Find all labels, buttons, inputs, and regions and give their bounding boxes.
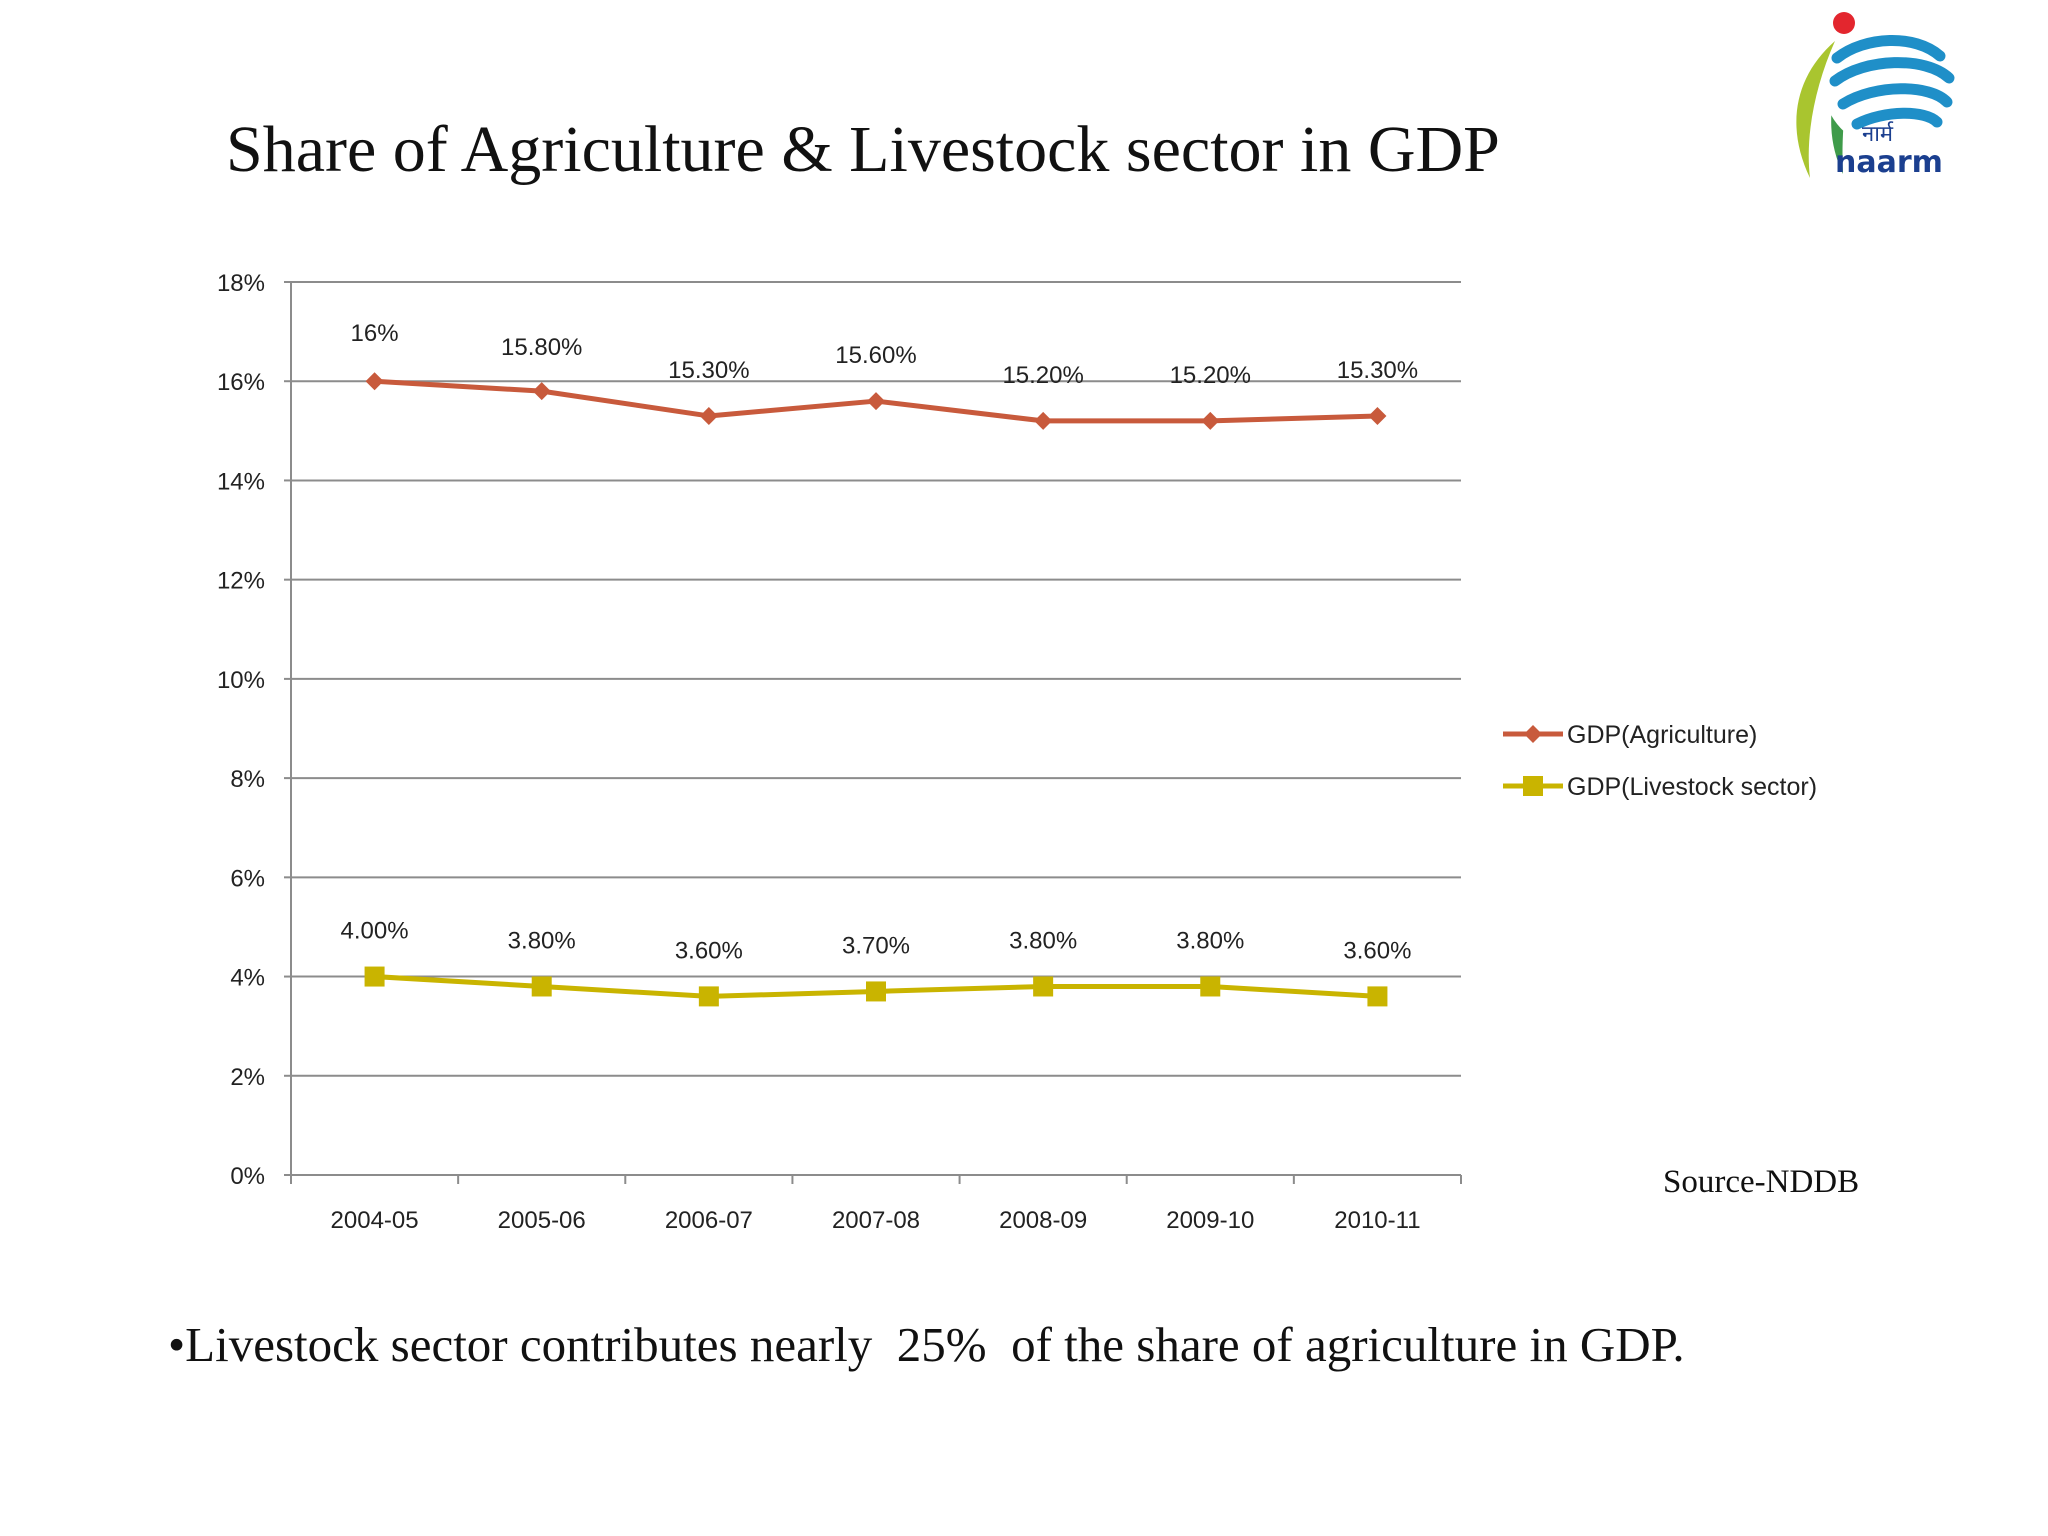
data-point-livestock	[866, 981, 886, 1002]
y-tick-label: 10%	[217, 667, 265, 694]
legend-label: GDP(Livestock sector)	[1567, 773, 1817, 801]
y-tick-label: 16%	[217, 369, 265, 396]
x-tick-label: 2007-08	[832, 1207, 920, 1234]
data-point-livestock	[1033, 976, 1054, 997]
data-label: 4.00%	[341, 918, 409, 945]
x-tick-label: 2009-10	[1166, 1207, 1254, 1234]
data-point-livestock	[1367, 986, 1388, 1007]
x-tick-label: 2010-11	[1334, 1207, 1420, 1234]
y-tick-label: 14%	[217, 468, 265, 495]
logo-hindi-text: नार्म	[1862, 122, 1894, 147]
y-tick-label: 2%	[230, 1064, 265, 1091]
data-label: 3.70%	[842, 932, 910, 959]
data-label: 3.80%	[1009, 927, 1077, 954]
data-label: 16%	[351, 320, 399, 347]
data-label: 15.60%	[835, 342, 916, 369]
y-tick-label: 4%	[230, 965, 265, 992]
data-label: 3.60%	[675, 937, 743, 964]
slide-title: Share of Agriculture & Livestock sector …	[226, 113, 1500, 186]
data-point-agriculture	[1034, 411, 1053, 430]
data-point-agriculture	[365, 372, 384, 391]
data-label: 15.30%	[1337, 357, 1418, 384]
x-tick-label: 2005-06	[498, 1207, 586, 1234]
legend-marker	[1523, 776, 1543, 796]
data-label: 3.80%	[1176, 927, 1244, 954]
data-label: 15.20%	[1170, 362, 1251, 389]
data-label: 3.60%	[1343, 937, 1411, 964]
data-point-agriculture	[867, 392, 885, 411]
data-point-livestock	[364, 966, 385, 987]
bullet-text: •Livestock sector contributes nearly 25%…	[168, 1317, 1685, 1372]
source-label: Source-NDDB	[1663, 1164, 1860, 1200]
data-point-agriculture	[1201, 411, 1220, 430]
data-label: 3.80%	[508, 927, 576, 954]
y-tick-label: 18%	[217, 270, 265, 297]
legend-marker	[1524, 725, 1542, 743]
data-point-livestock	[531, 976, 552, 997]
logo-text: naarm	[1835, 145, 1943, 180]
data-label: 15.80%	[501, 334, 582, 361]
x-tick-label: 2006-07	[665, 1207, 753, 1234]
x-tick-label: 2004-05	[331, 1207, 419, 1234]
y-tick-label: 12%	[217, 568, 265, 595]
legend-label: GDP(Agriculture)	[1567, 721, 1757, 749]
y-tick-label: 8%	[230, 766, 265, 793]
data-point-agriculture	[699, 406, 718, 425]
y-tick-label: 0%	[230, 1163, 265, 1190]
data-label: 15.30%	[668, 357, 749, 384]
y-tick-label: 6%	[230, 865, 265, 892]
data-point-agriculture	[1368, 406, 1387, 425]
x-tick-label: 2008-09	[999, 1207, 1087, 1234]
data-point-agriculture	[532, 382, 551, 401]
data-point-livestock	[1200, 976, 1221, 997]
data-label: 15.20%	[1002, 362, 1083, 389]
naarm-globe-logo-icon	[1765, 6, 1965, 184]
data-point-livestock	[698, 986, 719, 1007]
